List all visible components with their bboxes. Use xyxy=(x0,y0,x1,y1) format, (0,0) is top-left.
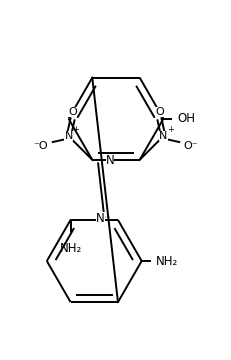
Text: N: N xyxy=(105,154,114,167)
Text: +: + xyxy=(166,125,173,134)
Text: NH₂: NH₂ xyxy=(155,255,177,267)
Text: O: O xyxy=(68,107,76,117)
Text: +: + xyxy=(72,125,79,134)
Text: N: N xyxy=(96,212,104,225)
Text: N: N xyxy=(64,131,73,141)
Text: OH: OH xyxy=(176,112,195,125)
Text: O: O xyxy=(155,107,163,117)
Text: N: N xyxy=(158,131,167,141)
Text: NH₂: NH₂ xyxy=(59,242,81,255)
Text: O⁻: O⁻ xyxy=(183,141,198,151)
Text: ⁻O: ⁻O xyxy=(33,141,48,151)
